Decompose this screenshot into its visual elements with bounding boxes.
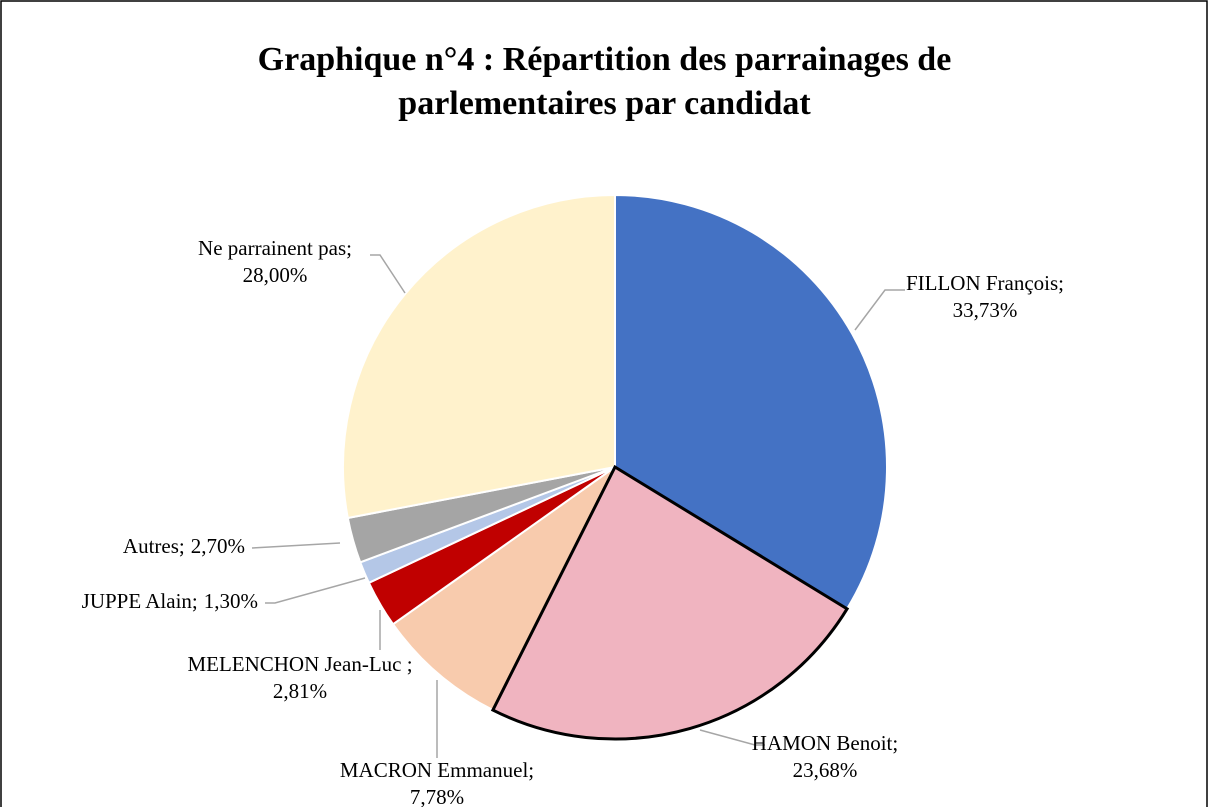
slice-value: 1,30%	[204, 589, 258, 613]
pie-slice	[391, 466, 616, 712]
slice-value: 7,78%	[410, 785, 464, 807]
pie-slice	[342, 193, 616, 520]
leader-line	[699, 729, 765, 746]
chart-title: Graphique n°4 : Répartition des parraina…	[257, 41, 952, 122]
leader-line	[854, 289, 905, 331]
slice-value: 23,68%	[793, 758, 858, 782]
leader-line	[251, 542, 341, 549]
slice-label: Autres;	[123, 534, 185, 558]
slice-label: FILLON François;	[906, 271, 1064, 295]
slice-value: 2,70%	[191, 534, 245, 558]
slice-value: 2,81%	[273, 679, 327, 703]
slice-label: JUPPE Alain;	[82, 589, 198, 613]
leader-line	[265, 577, 366, 604]
leader-line	[370, 254, 406, 294]
pie-slice	[614, 193, 888, 611]
slice-value: 33,73%	[953, 298, 1018, 322]
slice-value: 28,00%	[243, 263, 308, 287]
slice-label: Ne parrainent pas;	[198, 236, 352, 260]
slice-label-group: Autres; 2,70%	[123, 534, 245, 558]
slice-label: HAMON Benoit;	[752, 731, 898, 755]
slice-label: MACRON Emmanuel;	[340, 758, 534, 782]
slice-label-group: JUPPE Alain; 1,30%	[82, 589, 258, 613]
pie-slice	[490, 464, 850, 741]
slice-label: MELENCHON Jean-Luc ;	[187, 652, 412, 676]
